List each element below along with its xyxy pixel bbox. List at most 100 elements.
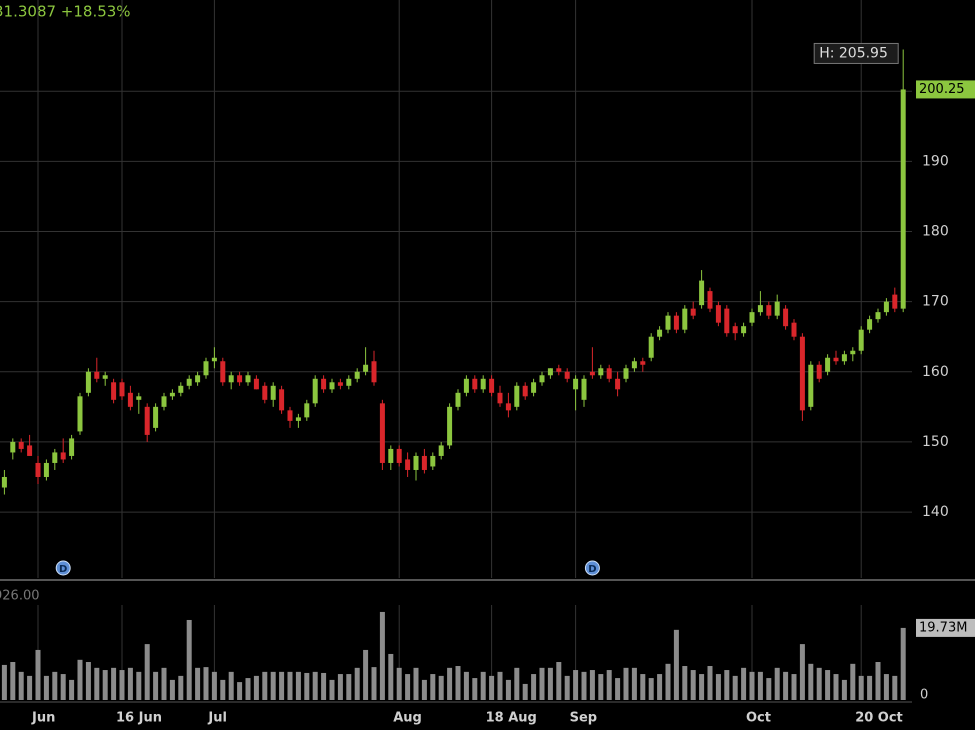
volume-bar: [413, 667, 419, 700]
volume-bar: [715, 674, 721, 700]
volume-bar: [892, 675, 898, 700]
candle-body: [69, 438, 75, 456]
candle-body: [312, 378, 318, 404]
candle-body: [10, 441, 16, 453]
volume-bar: [564, 675, 570, 700]
candle-body: [900, 89, 906, 309]
volume-bar: [640, 674, 646, 700]
volume-bar: [774, 667, 780, 700]
candle-body: [279, 389, 285, 411]
candle-body: [699, 280, 705, 306]
volume-bar: [279, 671, 285, 700]
x-tick-label: Jun: [31, 711, 55, 726]
volume-bar: [665, 663, 671, 700]
volume-bar: [900, 627, 906, 700]
volume-bar: [699, 674, 705, 700]
x-tick-label: 20 Oct: [855, 711, 903, 726]
volume-bar: [850, 663, 856, 700]
volume-bar: [220, 679, 226, 700]
high-label-box: [813, 42, 899, 64]
candle-body: [262, 385, 268, 400]
x-tick-label: 16 Jun: [116, 711, 162, 726]
volume-bar: [144, 644, 150, 700]
volume-bar: [875, 662, 881, 700]
volume-bar: [405, 674, 411, 700]
candle-body: [346, 378, 352, 386]
candle-body: [455, 392, 461, 407]
volume-bar: [379, 611, 385, 700]
volume-bar: [724, 670, 730, 700]
volume-bar: [304, 672, 310, 700]
candle-body: [505, 403, 511, 411]
volume-bar: [253, 675, 259, 700]
volume-bar: [472, 678, 478, 700]
candle-body: [606, 368, 612, 379]
volume-bar: [186, 619, 192, 700]
volume-bar: [178, 675, 184, 700]
candle-body: [228, 375, 234, 383]
candle-body: [237, 375, 243, 383]
volume-bar: [337, 674, 343, 700]
y-tick-label: 180: [922, 223, 949, 239]
candle-body: [178, 385, 184, 393]
volume-bar: [161, 667, 167, 700]
x-tick-label: Jul: [207, 711, 227, 726]
candle-body: [799, 336, 805, 411]
volume-bar: [791, 674, 797, 700]
candle-body: [337, 382, 343, 386]
volume-tick-label: 19.73M: [919, 620, 967, 635]
volume-bar: [732, 675, 738, 700]
candle-body: [598, 368, 604, 376]
candle-body: [615, 378, 621, 390]
volume-tick-label: 0: [920, 688, 928, 703]
candle-body: [413, 455, 419, 470]
volume-bar: [371, 667, 377, 700]
volume-bar: [615, 678, 621, 700]
volume-bar: [85, 662, 91, 700]
volume-bar: [195, 667, 201, 700]
volume-bar: [741, 667, 747, 700]
candle-body: [60, 452, 66, 460]
candle-body: [85, 371, 91, 393]
candle-body: [673, 315, 679, 330]
y-tick-label: 170: [922, 294, 949, 310]
candle-body: [623, 368, 629, 379]
volume-bar: [153, 671, 159, 700]
event-marker: [584, 560, 600, 576]
y-tick-label: 150: [922, 434, 949, 450]
volume-bar: [514, 667, 520, 700]
volume-bar: [463, 671, 469, 700]
volume-bar: [522, 683, 528, 700]
candle-body: [564, 371, 570, 379]
volume-title: 926.00: [0, 589, 40, 604]
candle-body: [111, 382, 117, 400]
candle-body: [867, 319, 873, 330]
candle-body: [648, 336, 654, 358]
volume-bar: [245, 678, 251, 700]
candle-body: [421, 455, 427, 470]
volume-bar: [312, 671, 318, 700]
candle-body: [497, 392, 503, 404]
volume-bar: [354, 667, 360, 700]
candle-body: [388, 448, 394, 463]
candle-body: [665, 315, 671, 330]
volume-bar: [43, 675, 49, 700]
volume-bar: [60, 674, 66, 700]
volume-bar: [35, 649, 41, 700]
volume-bar: [833, 674, 839, 700]
candle-body: [161, 396, 167, 407]
volume-bar: [505, 679, 511, 700]
candle-body: [715, 305, 721, 323]
y-tick-label: 140: [922, 504, 949, 520]
volume-bar: [127, 667, 133, 700]
candle-body: [438, 445, 444, 456]
candle-body: [245, 375, 251, 383]
volume-bar: [690, 670, 696, 700]
candle-body: [186, 378, 192, 386]
volume-bar: [816, 667, 822, 700]
candle-body: [379, 403, 385, 463]
candle-body: [682, 308, 688, 330]
last-price-label: 200.25: [919, 82, 965, 97]
volume-bar: [883, 674, 889, 700]
